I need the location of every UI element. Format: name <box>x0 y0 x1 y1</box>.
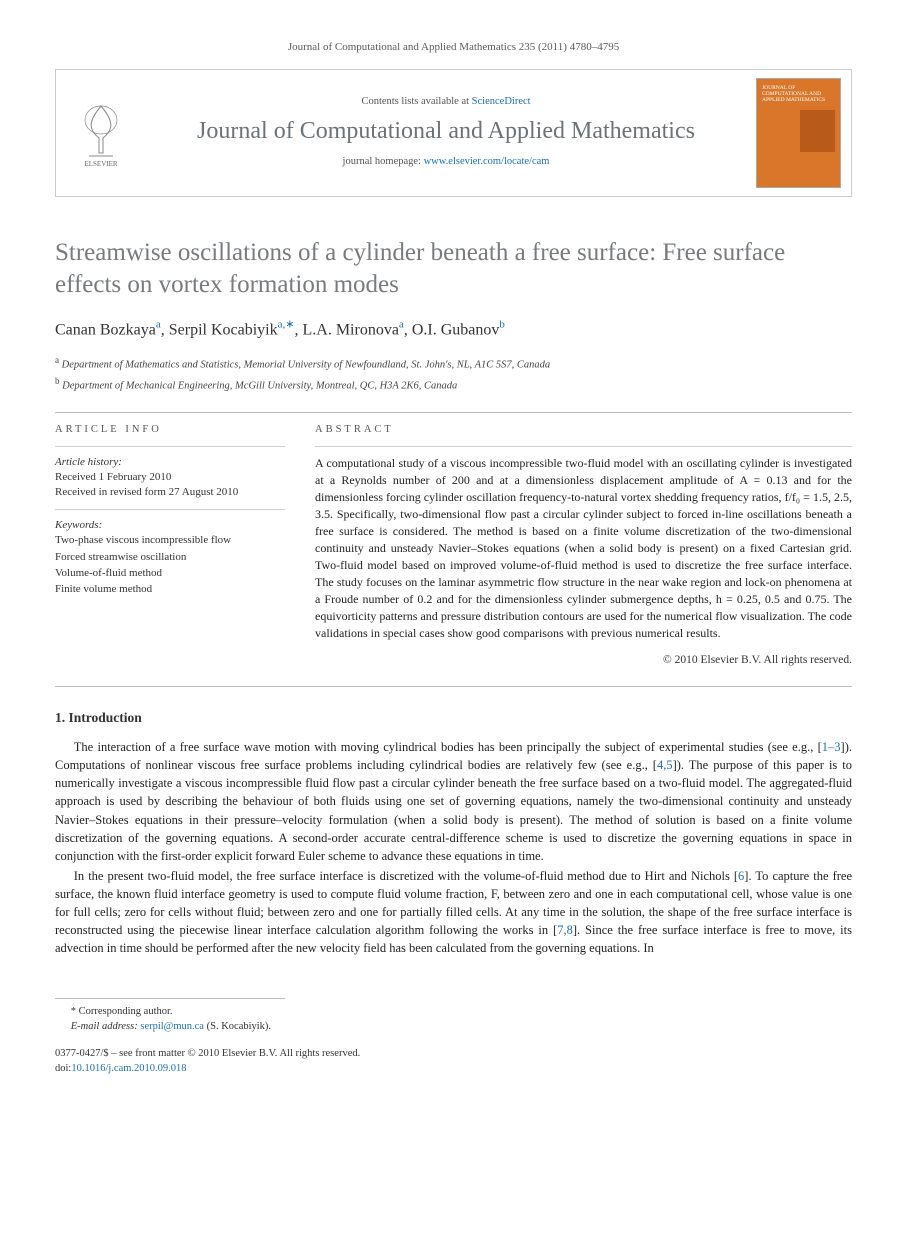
revised-date: Received in revised form 27 August 2010 <box>55 485 285 500</box>
ref-link-4-5[interactable]: 4,5 <box>657 758 673 772</box>
abstract-column: ABSTRACT A computational study of a visc… <box>315 423 852 668</box>
doi-label: doi: <box>55 1063 71 1074</box>
elsevier-tree-icon: ELSEVIER <box>71 98 131 168</box>
copyright-line: © 2010 Elsevier B.V. All rights reserved… <box>315 652 852 668</box>
history-label: Article history: <box>55 455 285 470</box>
p2-text-a: In the present two-fluid model, the free… <box>74 869 738 883</box>
affiliation-a: a Department of Mathematics and Statisti… <box>55 354 852 373</box>
homepage-link[interactable]: www.elsevier.com/locate/cam <box>424 156 550 167</box>
p1-text-a: The interaction of a free surface wave m… <box>74 740 822 754</box>
publisher-name: ELSEVIER <box>84 160 117 168</box>
separator-rule-full <box>55 686 852 687</box>
journal-reference: Journal of Computational and Applied Mat… <box>55 40 852 55</box>
issn-line: 0377-0427/$ – see front matter © 2010 El… <box>55 1047 852 1062</box>
journal-name: Journal of Computational and Applied Mat… <box>156 118 736 146</box>
keyword-item: Volume-of-fluid method <box>55 566 285 581</box>
article-info-heading: ARTICLE INFO <box>55 423 285 438</box>
corr-marker: * <box>71 1006 76 1017</box>
sciencedirect-link[interactable]: ScienceDirect <box>472 96 531 107</box>
homepage-line: journal homepage: www.elsevier.com/locat… <box>156 155 736 170</box>
cover-title: JOURNAL OF COMPUTATIONAL AND APPLIED MAT… <box>762 85 835 103</box>
intro-paragraph-2: In the present two-fluid model, the free… <box>55 867 852 958</box>
ref-link-1-3[interactable]: 1–3 <box>822 740 841 754</box>
contents-available-line: Contents lists available at ScienceDirec… <box>156 95 736 110</box>
ref-link-7-8[interactable]: 7,8 <box>557 923 573 937</box>
affiliation-b: b Department of Mechanical Engineering, … <box>55 375 852 394</box>
publisher-logo-cell: ELSEVIER <box>56 70 146 196</box>
footnotes-block: * Corresponding author. E-mail address: … <box>55 998 285 1035</box>
intro-paragraph-1: The interaction of a free surface wave m… <box>55 738 852 865</box>
author-3: L.A. Mironova <box>302 321 398 338</box>
authors-line: Canan Bozkayaa, Serpil Kocabiyika,∗, L.A… <box>55 318 852 342</box>
affil-sup-a[interactable]: a <box>156 321 161 338</box>
keyword-item: Forced streamwise oscillation <box>55 550 285 565</box>
abstract-rule <box>315 446 852 447</box>
keywords-list: Two-phase viscous incompressible flow Fo… <box>55 533 285 598</box>
separator-rule <box>55 412 852 413</box>
journal-header-box: ELSEVIER Contents lists available at Sci… <box>55 69 852 197</box>
abstract-text: A computational study of a viscous incom… <box>315 455 852 642</box>
homepage-prefix: journal homepage: <box>343 156 424 167</box>
keyword-item: Finite volume method <box>55 582 285 597</box>
email-label: E-mail address: <box>71 1021 138 1032</box>
info-rule-2 <box>55 509 285 510</box>
keywords-label: Keywords: <box>55 518 285 533</box>
affil-sup-a-3[interactable]: a <box>399 321 404 338</box>
email-footnote: E-mail address: serpil@mun.ca (S. Kocabi… <box>55 1020 285 1035</box>
author-2: Serpil Kocabiyik <box>169 321 278 338</box>
bottom-block: 0377-0427/$ – see front matter © 2010 El… <box>55 1047 852 1076</box>
journal-cover-thumbnail: JOURNAL OF COMPUTATIONAL AND APPLIED MAT… <box>756 78 841 188</box>
article-title: Streamwise oscillations of a cylinder be… <box>55 237 852 300</box>
keyword-item: Two-phase viscous incompressible flow <box>55 533 285 548</box>
author-1: Canan Bozkaya <box>55 321 156 338</box>
cover-thumb-cell: JOURNAL OF COMPUTATIONAL AND APPLIED MAT… <box>746 70 851 196</box>
corr-text: Corresponding author. <box>79 1006 173 1017</box>
abstract-heading: ABSTRACT <box>315 423 852 438</box>
corr-author-marker[interactable]: ∗ <box>285 321 294 338</box>
email-paren: (S. Kocabiyik). <box>207 1021 271 1032</box>
received-date: Received 1 February 2010 <box>55 470 285 485</box>
cover-graphic-icon <box>800 110 835 152</box>
contents-prefix: Contents lists available at <box>361 96 471 107</box>
affil-sup-b[interactable]: b <box>499 321 505 338</box>
email-link[interactable]: serpil@mun.ca <box>140 1021 204 1032</box>
section-1-title: 1. Introduction <box>55 709 852 728</box>
info-rule-1 <box>55 446 285 447</box>
author-4: O.I. Gubanov <box>412 321 500 338</box>
doi-link[interactable]: 10.1016/j.cam.2010.09.018 <box>71 1063 186 1074</box>
p1-text-c: ]). The purpose of this paper is to nume… <box>55 758 852 863</box>
corresponding-author-footnote: * Corresponding author. <box>55 1005 285 1020</box>
info-abstract-row: ARTICLE INFO Article history: Received 1… <box>55 423 852 668</box>
article-info-column: ARTICLE INFO Article history: Received 1… <box>55 423 285 668</box>
doi-line: doi:10.1016/j.cam.2010.09.018 <box>55 1062 852 1077</box>
